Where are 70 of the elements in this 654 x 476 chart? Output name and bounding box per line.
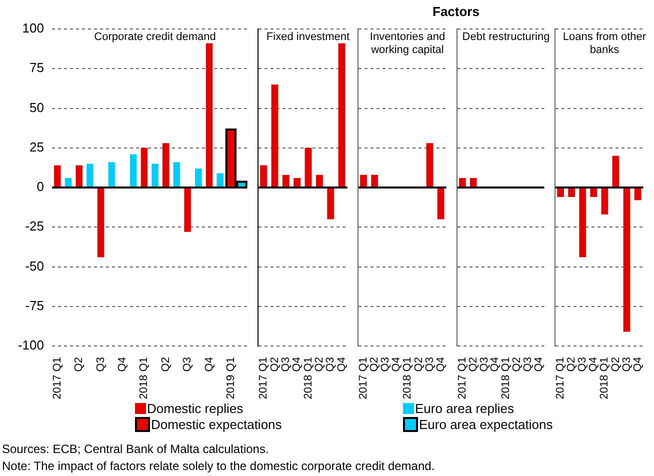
chart-title: Debt restructuring	[461, 31, 551, 44]
y-tick-label: -100	[18, 338, 44, 353]
x-tick-label: Q3	[424, 357, 436, 372]
x-tick-label: Q2	[160, 357, 172, 372]
x-tick-label: Q4	[489, 357, 502, 372]
bar	[304, 148, 312, 186]
y-tick-label: 50	[30, 100, 44, 115]
x-tick-label: Q4	[532, 357, 545, 372]
x-tick-label: 2018 Q1	[302, 357, 314, 400]
x-tick-label: Q2	[412, 357, 425, 372]
text: Factors	[432, 4, 480, 19]
x-tick-label: Q4	[434, 357, 447, 372]
x-tick-label: Q4	[632, 357, 644, 372]
bar	[260, 165, 268, 186]
x-tick-label: Q3	[324, 357, 337, 372]
x-tick-label: Q2	[73, 357, 86, 372]
chart-title: Corporate credit demand	[93, 31, 217, 44]
x-tick-label: Q2	[566, 357, 578, 372]
legend-label: Domestic replies	[146, 401, 244, 417]
x-tick-label: Q2	[368, 357, 381, 372]
text: Inventories and working capital	[368, 31, 446, 57]
x-tick-label: 2017 Q1	[456, 357, 468, 400]
x-tick-label: 2018 Q1	[598, 357, 611, 400]
x-tick-label: Q3	[620, 357, 633, 372]
x-tick-label: 2017 Q1	[258, 357, 270, 400]
x-tick-label: 2017 Q1	[358, 357, 370, 400]
x-tick-label: Q3	[380, 357, 392, 372]
x-tick-label: 2018 Q1	[138, 357, 150, 400]
x-tick-label: Q3	[478, 357, 490, 372]
x-tick-label: 2017 Q1	[554, 357, 567, 400]
x-tick-label: Q3	[94, 357, 107, 372]
y-tick-label: 0	[36, 179, 44, 194]
y-tick-label: -75	[25, 298, 44, 313]
legend-label: Euro area expectations	[418, 417, 554, 433]
text: Note: The impact of factors relate solely to the domestic corporate credit demand.	[2, 458, 435, 475]
text: Loans from other banks	[562, 31, 648, 57]
y-tick-label: -25	[25, 218, 44, 234]
x-tick-label: 2017 Q1	[51, 357, 64, 400]
source-note: Sources: ECB; Central Bank of Malta calculations.	[2, 441, 269, 458]
x-tick-label: 2018 Q1	[500, 357, 512, 400]
x-tick-label: Q3	[182, 357, 194, 372]
x-tick-label: Q4	[291, 357, 304, 372]
y-tick-label: 25	[30, 139, 44, 154]
x-tick-label: Q3	[576, 357, 589, 372]
x-tick-label: Q4	[390, 357, 403, 372]
bar	[338, 43, 346, 186]
chart-title: Fixed investment	[265, 31, 351, 44]
x-tick-label: Q3	[280, 357, 292, 372]
x-tick-label: 2018 Q1	[402, 357, 414, 400]
y-tick-label: 100	[22, 20, 44, 36]
x-tick-label: Q2	[610, 357, 622, 372]
x-tick-label: Q2	[511, 357, 524, 372]
bar	[327, 188, 334, 220]
x-tick-label: Q4	[588, 357, 600, 372]
bar	[271, 84, 278, 186]
x-tick-label: Q3	[522, 357, 534, 372]
bar	[282, 174, 290, 186]
legend-label: Euro area replies	[414, 401, 515, 417]
x-tick-label: Q4	[336, 357, 348, 372]
x-tick-label: Q4	[116, 357, 129, 372]
x-tick-label: Q2	[268, 357, 281, 372]
x-tick-label: Q2	[467, 357, 480, 372]
legend-label: Domestic expectations	[150, 417, 283, 433]
bar	[316, 174, 323, 186]
bar	[294, 178, 301, 186]
y-tick-label: 75	[30, 60, 44, 76]
x-tick-label: Q2	[313, 357, 326, 372]
x-tick-label: 2019 Q1	[224, 357, 237, 400]
y-tick-label: -50	[25, 258, 44, 274]
x-tick-label: Q4	[203, 357, 216, 372]
